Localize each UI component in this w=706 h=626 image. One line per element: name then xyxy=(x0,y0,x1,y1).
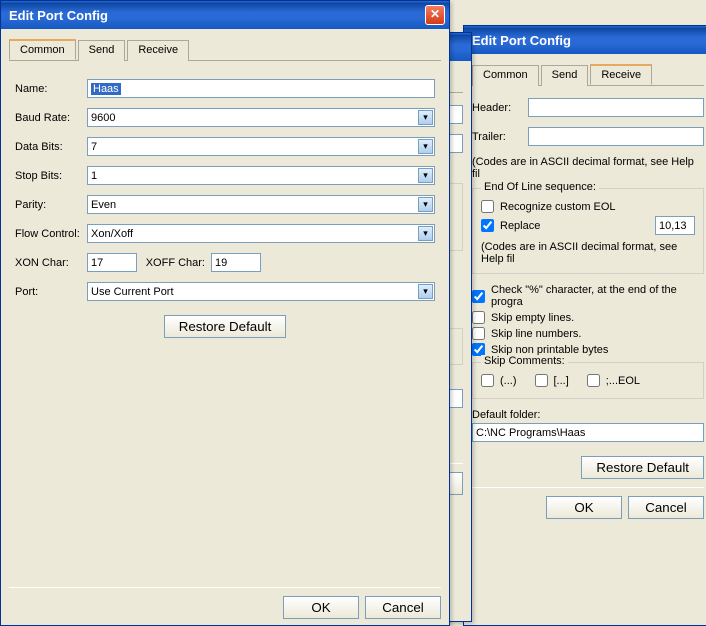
tab-strip: Common Send Receive xyxy=(472,64,704,86)
check-percent[interactable] xyxy=(472,290,485,303)
chevron-down-icon: ▾ xyxy=(418,110,433,125)
ok-button[interactable]: OK xyxy=(546,496,622,519)
baud-label: Baud Rate: xyxy=(15,112,87,124)
comment-bracket[interactable] xyxy=(535,374,548,387)
close-icon[interactable]: ✕ xyxy=(425,5,445,25)
tab-strip: Common Send Receive xyxy=(9,39,441,61)
chevron-down-icon: ▾ xyxy=(418,284,433,299)
recognize-eol-check[interactable] xyxy=(481,200,494,213)
xon-label: XON Char: xyxy=(15,257,87,269)
eol-legend: End Of Line sequence: xyxy=(481,181,599,193)
tab-receive[interactable]: Receive xyxy=(590,64,652,85)
skip-lineno[interactable] xyxy=(472,327,485,340)
parity-label: Parity: xyxy=(15,199,87,211)
ascii-note: (Codes are in ASCII decimal format, see … xyxy=(472,156,704,180)
port-label: Port: xyxy=(15,286,87,298)
comment-paren[interactable] xyxy=(481,374,494,387)
trailer-label: Trailer: xyxy=(472,131,528,143)
stop-label: Stop Bits: xyxy=(15,170,87,182)
xon-input[interactable]: 17 xyxy=(87,253,137,272)
xoff-input[interactable]: 19 xyxy=(211,253,261,272)
stop-combo[interactable]: 1▾ xyxy=(87,166,435,185)
replace-value[interactable]: 10,13 xyxy=(655,216,695,235)
header-input[interactable] xyxy=(528,98,704,117)
baud-combo[interactable]: 9600▾ xyxy=(87,108,435,127)
tab-send[interactable]: Send xyxy=(78,40,126,61)
window-title: Edit Port Config xyxy=(472,33,571,48)
chevron-down-icon: ▾ xyxy=(418,197,433,212)
chevron-down-icon: ▾ xyxy=(418,139,433,154)
cancel-button[interactable]: Cancel xyxy=(628,496,704,519)
ascii-note-2: (Codes are in ASCII decimal format, see … xyxy=(481,241,695,265)
replace-check[interactable] xyxy=(481,219,494,232)
cancel-button[interactable]: Cancel xyxy=(365,596,441,619)
comment-eol[interactable] xyxy=(587,374,600,387)
flow-combo[interactable]: Xon/Xoff▾ xyxy=(87,224,435,243)
xoff-label: XOFF Char: xyxy=(137,257,205,269)
tab-common[interactable]: Common xyxy=(472,65,539,86)
header-label: Header: xyxy=(472,102,528,114)
skip-comments-legend: Skip Comments: xyxy=(481,355,568,367)
trailer-input[interactable] xyxy=(528,127,704,146)
default-folder-input[interactable]: C:\NC Programs\Haas xyxy=(472,423,704,442)
tab-send[interactable]: Send xyxy=(541,65,589,86)
window-title: Edit Port Config xyxy=(9,8,108,23)
data-combo[interactable]: 7▾ xyxy=(87,137,435,156)
tab-common[interactable]: Common xyxy=(9,39,76,60)
chevron-down-icon: ▾ xyxy=(418,168,433,183)
restore-default-button[interactable]: Restore Default xyxy=(164,315,287,338)
restore-default-button[interactable]: Restore Default xyxy=(581,456,704,479)
name-label: Name: xyxy=(15,83,87,95)
data-label: Data Bits: xyxy=(15,141,87,153)
default-folder-label: Default folder: xyxy=(472,409,704,421)
name-input[interactable]: Haas xyxy=(87,79,435,98)
titlebar[interactable]: Edit Port Config xyxy=(464,26,706,54)
chevron-down-icon: ▾ xyxy=(418,226,433,241)
port-combo[interactable]: Use Current Port▾ xyxy=(87,282,435,301)
skip-empty[interactable] xyxy=(472,311,485,324)
titlebar[interactable]: Edit Port Config ✕ xyxy=(1,1,449,29)
flow-label: Flow Control: xyxy=(15,228,87,240)
ok-button[interactable]: OK xyxy=(283,596,359,619)
tab-receive[interactable]: Receive xyxy=(127,40,189,61)
parity-combo[interactable]: Even▾ xyxy=(87,195,435,214)
